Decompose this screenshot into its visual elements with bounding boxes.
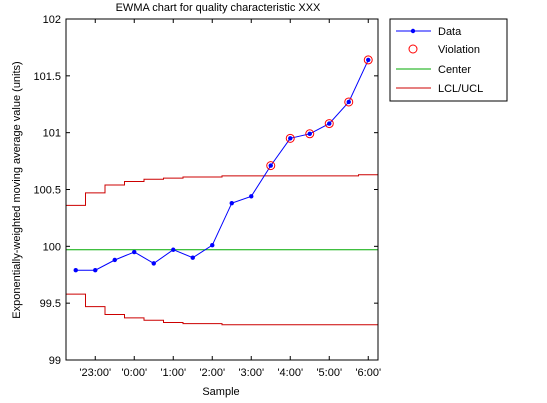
violation-point xyxy=(324,119,334,129)
y-tick-label: 101 xyxy=(43,128,61,140)
data-point xyxy=(366,57,371,63)
violation-series xyxy=(266,55,373,171)
legend-item-center: Center xyxy=(396,64,471,76)
control-limit-lines xyxy=(66,174,378,326)
ucl-line xyxy=(66,174,378,206)
chart-title: EWMA chart for quality characteristic XX… xyxy=(116,2,321,14)
x-tick-label: '3:00' xyxy=(238,367,264,379)
data-point xyxy=(132,249,137,255)
data-point xyxy=(112,257,117,263)
y-tick-label: 102 xyxy=(43,14,61,26)
violation-point xyxy=(344,97,354,107)
data-point xyxy=(346,99,351,105)
y-tick-label: 100.5 xyxy=(33,185,61,197)
data-line xyxy=(75,59,369,271)
x-tick-label: '0:00' xyxy=(121,367,147,379)
x-tick-label: '4:00' xyxy=(277,367,303,379)
data-point xyxy=(93,268,98,273)
lcl-line xyxy=(66,293,378,326)
data-point xyxy=(210,242,215,248)
violation-point xyxy=(363,55,373,65)
data-point xyxy=(268,163,273,168)
x-tick-label: '6:00' xyxy=(355,367,381,379)
violation-point xyxy=(285,133,295,143)
data-point xyxy=(288,136,293,141)
x-axis-label: Sample xyxy=(202,386,239,398)
x-tick-label: '2:00' xyxy=(199,367,225,379)
data-point xyxy=(73,268,78,273)
y-tick-label: 99.5 xyxy=(40,298,61,310)
legend: Data Violation Center LCL/UCL xyxy=(389,18,508,102)
legend-item-violation: Violation xyxy=(408,44,480,56)
data-point xyxy=(249,194,254,199)
y-tick-label: 99 xyxy=(49,355,61,367)
data-point xyxy=(307,131,312,137)
data-series xyxy=(73,57,371,273)
legend-center-label: Center xyxy=(438,64,471,76)
legend-violation-label: Violation xyxy=(438,44,480,56)
y-tick-label: 101.5 xyxy=(33,71,61,83)
violation-point xyxy=(266,161,276,171)
x-tick-label: '23:00' xyxy=(79,367,111,379)
x-tick-label: '5:00' xyxy=(316,367,342,379)
data-point xyxy=(229,200,234,206)
legend-data-label: Data xyxy=(438,26,462,38)
x-axis: '23:00' '0:00' '1:00' '2:00' '3:00' '4:00' '5:… xyxy=(79,19,381,379)
legend-item-data: Data xyxy=(396,26,462,38)
data-point xyxy=(190,255,195,260)
data-point xyxy=(151,261,156,266)
x-tick-label: '1:00' xyxy=(160,367,186,379)
y-axis: 99 99.5 100 100.5 101 101.5 102 xyxy=(33,14,378,367)
y-axis-label: Exponentially-weighted moving average va… xyxy=(11,61,23,318)
legend-violation-marker xyxy=(408,44,418,54)
plot-area xyxy=(66,19,378,360)
legend-item-limits: LCL/UCL xyxy=(396,83,483,95)
violation-point xyxy=(305,129,315,139)
legend-box xyxy=(389,18,508,102)
data-point xyxy=(171,247,176,252)
data-point xyxy=(327,121,332,126)
legend-limits-label: LCL/UCL xyxy=(438,83,483,95)
plot-background xyxy=(66,19,378,360)
y-tick-label: 100 xyxy=(43,241,61,253)
legend-data-marker xyxy=(410,28,416,34)
